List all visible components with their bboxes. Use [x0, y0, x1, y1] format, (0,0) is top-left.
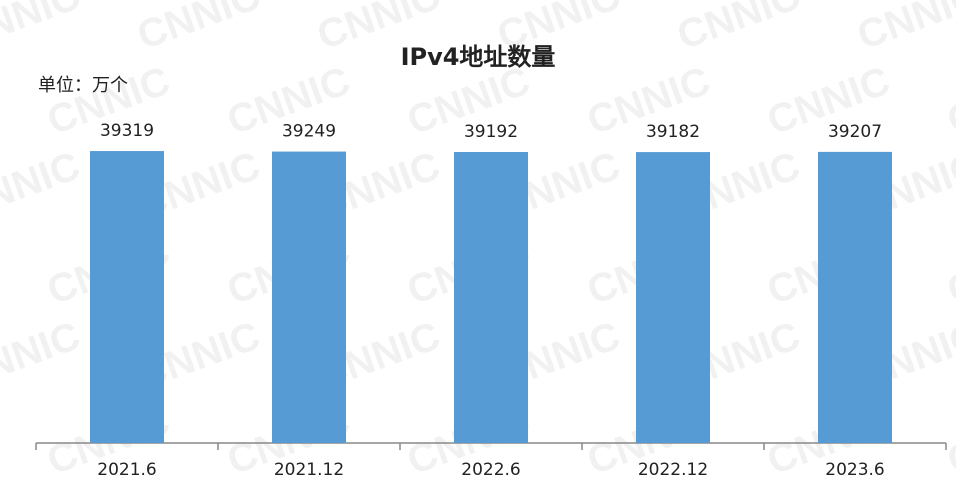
- watermark: CNNIC: [942, 399, 956, 484]
- bar: [272, 151, 346, 443]
- bar: [636, 152, 710, 443]
- watermark: CNNIC: [672, 0, 806, 58]
- x-tick-label: 2021.12: [274, 460, 344, 480]
- value-label: 39319: [100, 121, 154, 141]
- bar: [454, 151, 528, 444]
- bar: [90, 151, 164, 443]
- watermark: CNNIC: [132, 0, 266, 58]
- watermark: CNNIC: [942, 229, 956, 314]
- chart-title: IPv4地址数量: [401, 43, 556, 71]
- value-label: 39207: [828, 122, 882, 142]
- watermark: CNNIC: [852, 0, 956, 58]
- watermark: CNNIC: [0, 314, 86, 399]
- x-tick-label: 2022.6: [461, 460, 520, 480]
- unit-label: 单位：万个: [38, 75, 128, 96]
- watermark: CNNIC: [0, 0, 86, 58]
- watermark: CNNIC: [942, 59, 956, 144]
- x-tick-label: 2022.12: [638, 460, 708, 480]
- bar: [818, 151, 892, 443]
- value-label: 39192: [464, 122, 518, 142]
- value-label: 39249: [282, 122, 336, 142]
- x-tick-label: 2023.6: [825, 460, 884, 480]
- watermark: CNNIC: [0, 144, 86, 229]
- value-label: 39182: [646, 122, 700, 142]
- x-tick-label: 2021.6: [97, 460, 156, 480]
